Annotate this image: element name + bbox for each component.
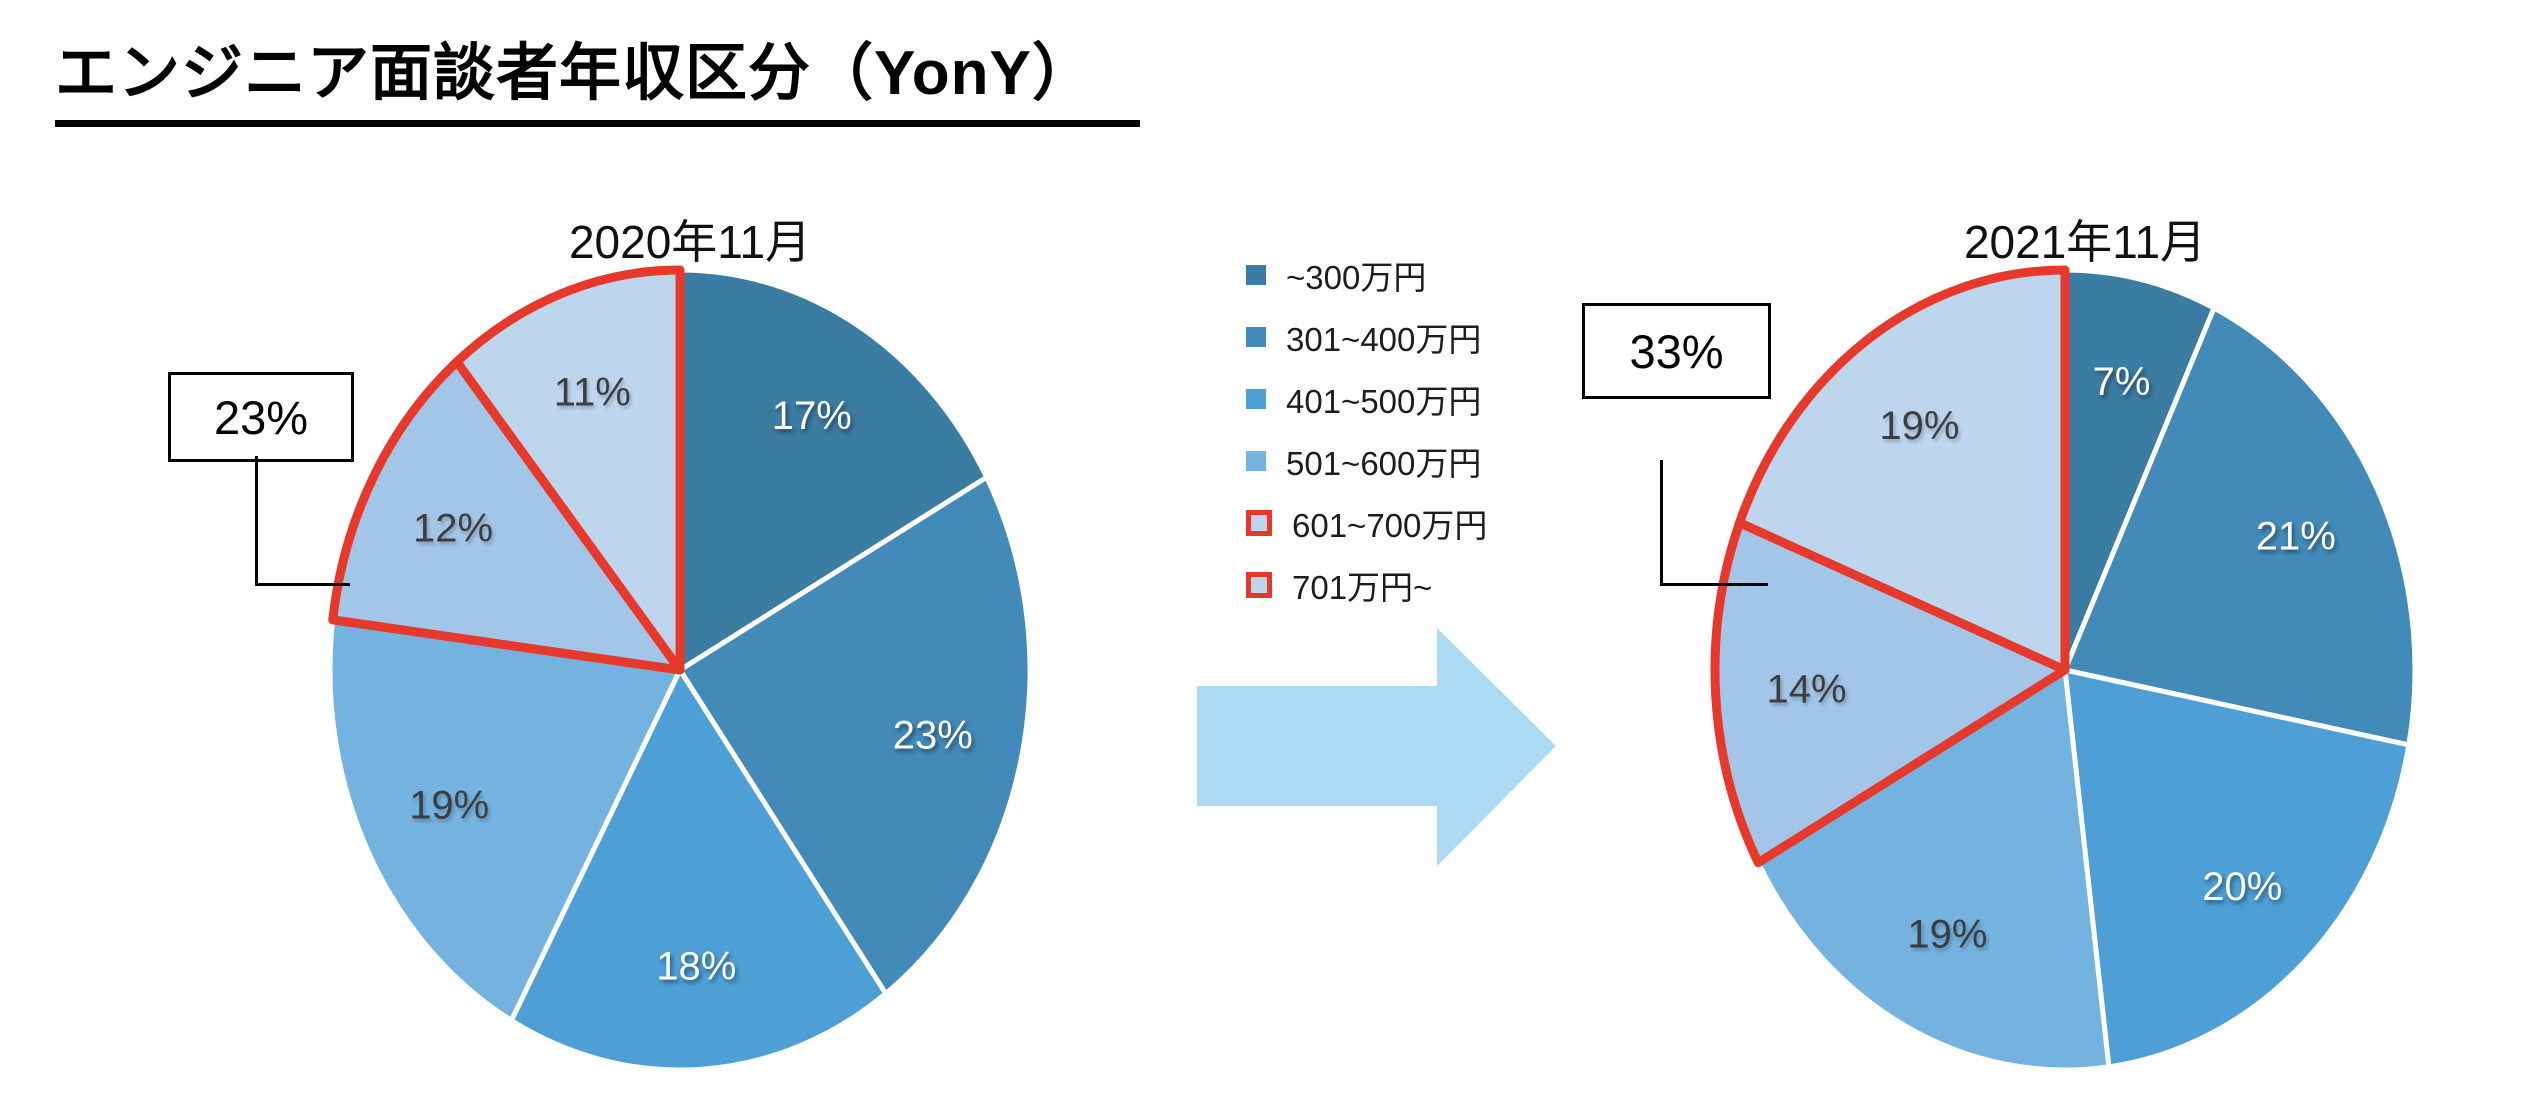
legend-item-label: 401~500万円 [1286,383,1482,420]
callout-2020-box: 23% [168,372,354,462]
legend-item: 501~600万円 [1246,430,1487,492]
pie-2020-slice-1 [677,474,1033,997]
legend-marker-icon [1246,572,1272,598]
legend-marker-icon [1246,389,1266,409]
arrow-right-icon [1197,628,1556,866]
pie-2020-label-4: 12% [413,506,493,550]
pie-2021-label-5: 19% [1879,404,1959,448]
pie-2020-slice-4 [328,357,685,675]
legend-item: ~300万円 [1246,244,1487,306]
legend-item: 301~400万円 [1246,306,1487,368]
legend-marker-icon [1246,265,1266,285]
pie-2020-slice-5 [452,265,685,675]
pie-2021-label-1: 21% [2256,515,2336,559]
pie-2020-label-5: 11% [554,370,631,414]
pie-2021-slice-2 [2062,667,2412,1070]
legend-marker-icon [1246,510,1272,536]
pie-2021-slice-3 [1755,667,2112,1073]
pie-2020-slice-2 [508,667,889,1073]
pie-2020-label-1: 23% [893,714,973,758]
pie-2021-label-4: 14% [1766,668,1846,712]
callout-2020-value: 23% [213,390,309,444]
pie-2021-slice-0 [2062,267,2217,673]
pie-2021-label-0: 7% [2093,360,2151,404]
callout-2021-box: 33% [1582,303,1771,399]
pie-2021-label-2: 20% [2202,865,2282,909]
pie-2021-slice-1 [2062,305,2418,748]
pie-2020-slice-3 [327,617,683,1024]
pie-2021-label-3: 19% [1907,913,1987,957]
legend-item: 601~700万円 [1246,492,1487,554]
callout-2020-connector-horizontal [255,583,350,586]
pie-2021-slice-4 [1710,518,2070,868]
page-title: エンジニア面談者年収区分（YonY） [55,22,1140,127]
arrow-right-shape [1197,628,1556,866]
chart-title-2020: 2020年11月 [568,216,812,268]
legend: ~300万円 301~400万円 401~500万円 501~600万円 601… [1246,244,1487,616]
chart-title-2021: 2021年11月 [1963,216,2207,268]
callout-2021-connector-horizontal [1660,583,1768,586]
callout-2020-connector-vertical [255,456,258,586]
legend-marker-icon [1246,327,1266,347]
pie-2020-label-0: 17% [772,394,852,438]
legend-item-label: 701万円~ [1292,569,1433,606]
legend-marker-icon [1246,451,1266,471]
legend-item: 401~500万円 [1246,368,1487,430]
legend-item: 701万円~ [1246,554,1487,616]
legend-item-label: 601~700万円 [1292,507,1488,544]
callout-2021-connector-vertical [1660,460,1663,586]
pie-2021-slice-5 [1735,265,2070,675]
legend-item-label: 501~600万円 [1286,445,1482,482]
legend-item-label: ~300万円 [1286,259,1427,296]
pie-2020-label-2: 18% [656,944,736,988]
pie-2020-label-3: 19% [409,783,489,827]
legend-item-label: 301~400万円 [1286,321,1482,358]
pie-2020-slice-0 [677,267,990,673]
callout-2021-value: 33% [1629,324,1724,378]
